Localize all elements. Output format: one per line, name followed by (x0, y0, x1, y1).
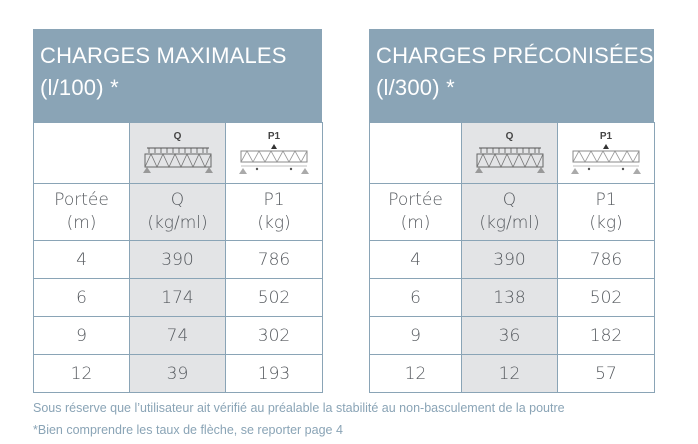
table-row: 9 74 302 (33, 316, 323, 355)
cell-portee: 6 (33, 278, 130, 317)
icon-row: Q P1 (33, 122, 323, 184)
table-row: 4 390 786 (33, 240, 323, 279)
table-charges-preconisees: CHARGES PRÉCONISÉES (l/300) * Q (369, 29, 655, 393)
q-icon-label: Q (173, 130, 182, 142)
cell-portee: 4 (33, 240, 130, 279)
cell-portee: 4 (369, 240, 462, 279)
cell-p1: 786 (557, 240, 655, 279)
cell-p1: 193 (225, 354, 323, 393)
cell-portee: 12 (33, 354, 130, 393)
cell-p1: 57 (557, 354, 655, 393)
cell-p1: 502 (225, 278, 323, 317)
p1-icon-label: P1 (599, 130, 613, 142)
empty-cell (369, 122, 462, 184)
table-row: 9 36 182 (369, 316, 655, 355)
cell-q: 174 (129, 278, 226, 317)
distributed-load-truss-icon (474, 147, 545, 173)
table-row: 12 39 193 (33, 354, 323, 393)
p1-icon-label: P1 (267, 130, 281, 142)
table-title: CHARGES PRÉCONISÉES (376, 43, 654, 68)
column-header-p1: P1 (kg) (557, 183, 655, 241)
point-load-icon-cell: P1 (225, 122, 323, 184)
footer-note-stability: Sous réserve que l’utilisateur ait vérif… (33, 401, 565, 415)
distributed-load-truss-icon (142, 147, 213, 173)
table-row: 12 12 57 (369, 354, 655, 393)
column-header-p1: P1 (kg) (225, 183, 323, 241)
column-header-row: Portée (m) Q (kg/ml) P1 (kg) (369, 183, 655, 241)
point-load-icon-cell: P1 (557, 122, 655, 184)
load-table: Q P1 (369, 122, 655, 393)
cell-p1: 302 (225, 316, 323, 355)
column-header-row: Portée (m) Q (kg/ml) P1 (kg) (33, 183, 323, 241)
table-row: 6 174 502 (33, 278, 323, 317)
column-header-q: Q (kg/ml) (129, 183, 226, 241)
column-header-q: Q (kg/ml) (461, 183, 558, 241)
table-header: CHARGES PRÉCONISÉES (l/300) * (369, 29, 654, 122)
point-load-truss-icon (239, 143, 309, 174)
q-icon-label: Q (505, 130, 514, 142)
cell-q: 74 (129, 316, 226, 355)
distributed-load-icon-cell: Q (461, 122, 558, 184)
icon-row: Q P1 (369, 122, 655, 184)
table-subtitle: (l/300) * (376, 75, 455, 100)
footer-note-deflection: *Bien comprendre les taux de flèche, se … (33, 423, 343, 437)
cell-portee: 12 (369, 354, 462, 393)
cell-p1: 502 (557, 278, 655, 317)
column-header-portee: Portée (m) (33, 183, 130, 241)
table-subtitle: (l/100) * (40, 75, 119, 100)
cell-p1: 786 (225, 240, 323, 279)
cell-portee: 9 (33, 316, 130, 355)
cell-q: 39 (129, 354, 226, 393)
column-header-portee: Portée (m) (369, 183, 462, 241)
cell-q: 138 (461, 278, 558, 317)
cell-q: 390 (461, 240, 558, 279)
cell-portee: 6 (369, 278, 462, 317)
table-row: 4 390 786 (369, 240, 655, 279)
cell-q: 12 (461, 354, 558, 393)
cell-q: 390 (129, 240, 226, 279)
cell-q: 36 (461, 316, 558, 355)
table-title: CHARGES MAXIMALES (40, 43, 287, 68)
distributed-load-icon-cell: Q (129, 122, 226, 184)
table-header: CHARGES MAXIMALES (l/100) * (33, 29, 322, 122)
point-load-truss-icon (571, 143, 641, 174)
cell-p1: 182 (557, 316, 655, 355)
table-row: 6 138 502 (369, 278, 655, 317)
table-charges-maximales: CHARGES MAXIMALES (l/100) * Q (33, 29, 323, 393)
empty-cell (33, 122, 130, 184)
cell-portee: 9 (369, 316, 462, 355)
load-table: Q P1 (33, 122, 323, 393)
